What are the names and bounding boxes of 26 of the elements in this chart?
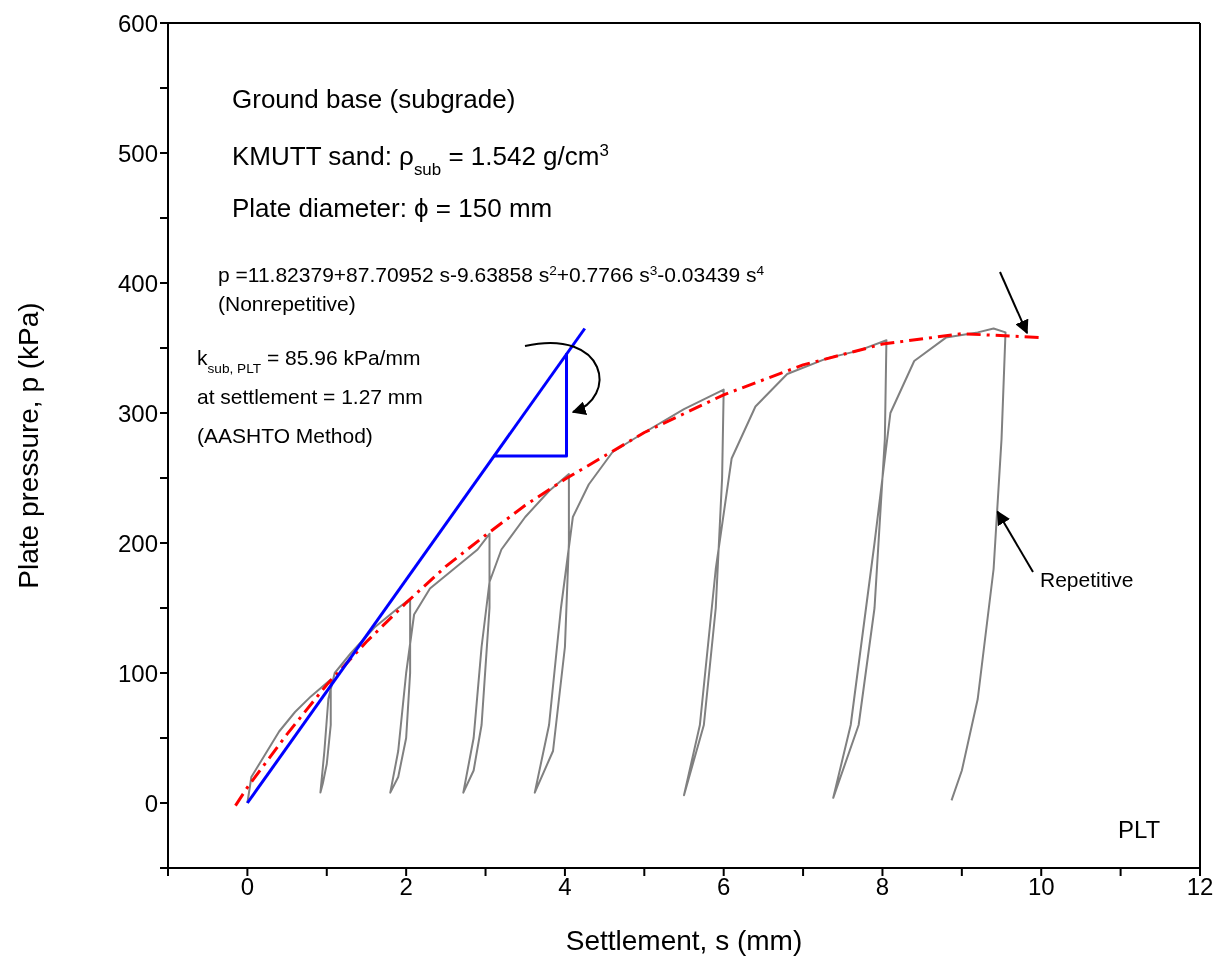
x-tick-label: 10 bbox=[1027, 873, 1055, 901]
y-tick-label: 100 bbox=[117, 659, 158, 687]
annotation: Repetitive bbox=[1040, 568, 1134, 591]
y-tick-label: 400 bbox=[117, 269, 158, 297]
x-tick-label: 4 bbox=[558, 873, 572, 901]
annotation: PLT bbox=[1118, 816, 1161, 843]
y-tick-label: 0 bbox=[144, 789, 158, 817]
annotation: (Nonrepetitive) bbox=[218, 292, 356, 315]
annotation: k$_{sub, PLT}$ = 85.96 kPa/mm bbox=[197, 346, 421, 376]
y-axis-title: Plate pressure, p (kPa) bbox=[12, 302, 44, 589]
y-tick-label: 500 bbox=[117, 139, 158, 167]
annotation: at settlement = 1.27 mm bbox=[197, 385, 423, 408]
x-tick-label: 8 bbox=[875, 873, 890, 901]
annotation: p =11.82379+87.70952 s-9.63858 s$^{2}$+0.7766 s$^{3}$-0.03439 s$^{4}$ bbox=[218, 262, 765, 286]
x-tick-label: 2 bbox=[399, 873, 413, 901]
y-tick-label: 200 bbox=[117, 529, 158, 557]
annotation: KMUTT sand: ρ$_{sub}$ = 1.542 g/cm$^{3}$ bbox=[232, 140, 609, 179]
annotation: Plate diameter: ϕ = 150 mm bbox=[232, 193, 553, 223]
y-tick-label: 600 bbox=[117, 9, 158, 37]
annotation: (AASHTO Method) bbox=[197, 424, 373, 447]
y-tick-label: 300 bbox=[117, 399, 158, 427]
x-axis-title: Settlement, s (mm) bbox=[565, 925, 803, 956]
annotation: Ground base (subgrade) bbox=[232, 84, 516, 114]
x-tick-label: 12 bbox=[1186, 873, 1214, 901]
x-tick-label: 6 bbox=[717, 873, 731, 901]
x-tick-label: 0 bbox=[240, 873, 255, 901]
